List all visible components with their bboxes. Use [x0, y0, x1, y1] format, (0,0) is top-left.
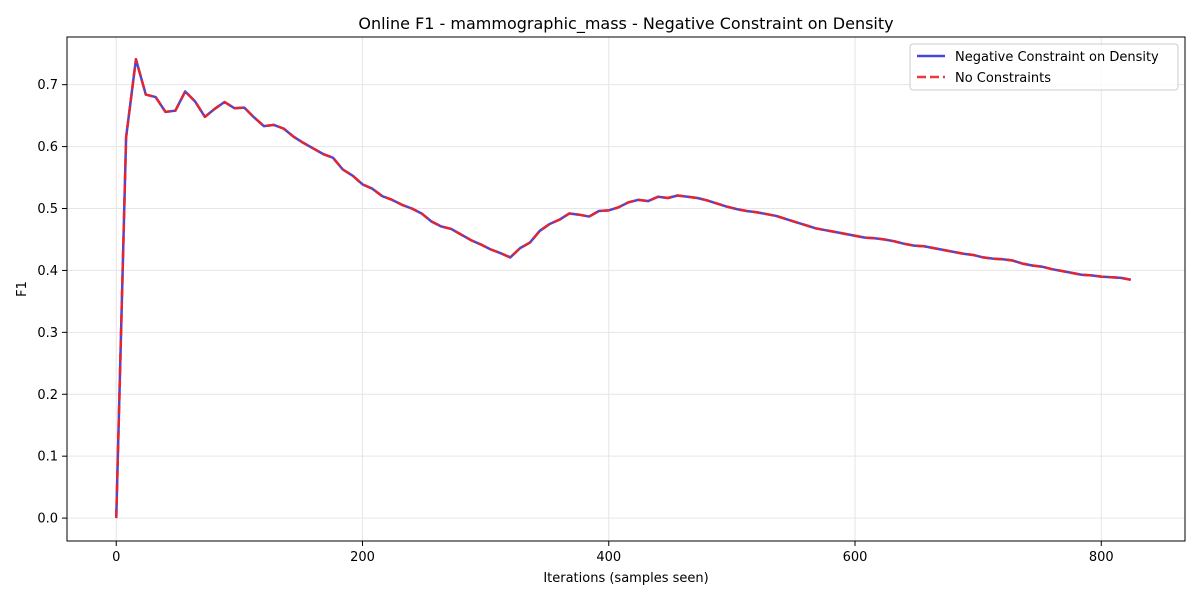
y-tick-label: 0.2 [37, 388, 58, 403]
y-tick-label: 0.4 [37, 264, 58, 279]
y-tick-label: 0.6 [37, 140, 58, 155]
x-tick-label: 200 [350, 550, 375, 565]
y-tick-label: 0.0 [37, 512, 58, 527]
legend-box [909, 43, 1179, 91]
x-axis-label: Iterations (samples seen) [543, 571, 708, 586]
y-tick-label: 0.7 [37, 78, 58, 93]
series-line-no-constraints [115, 58, 1132, 519]
legend: Negative Constraint on Density No Constr… [909, 43, 1179, 91]
plot-frame [66, 36, 1186, 542]
x-tick-label: 400 [596, 550, 621, 565]
y-tick-label: 0.1 [37, 450, 58, 465]
legend-label-no-constraints: No Constraints [955, 71, 1051, 86]
chart-title: Online F1 - mammographic_mass - Negative… [358, 14, 893, 34]
x-tick-label: 0 [112, 550, 120, 565]
x-axis-ticks: 0 200 400 600 800 [112, 541, 1114, 565]
grid [67, 37, 1185, 541]
y-tick-label: 0.3 [37, 326, 58, 341]
legend-label-negative-constraint: Negative Constraint on Density [955, 50, 1159, 65]
y-axis-label: F1 [15, 281, 30, 297]
y-axis-ticks: 0.0 0.1 0.2 0.3 0.4 0.5 0.6 0.7 [37, 78, 67, 527]
y-tick-label: 0.5 [37, 202, 58, 217]
x-tick-label: 600 [843, 550, 868, 565]
x-tick-label: 800 [1089, 550, 1114, 565]
series-lines [115, 58, 1132, 519]
